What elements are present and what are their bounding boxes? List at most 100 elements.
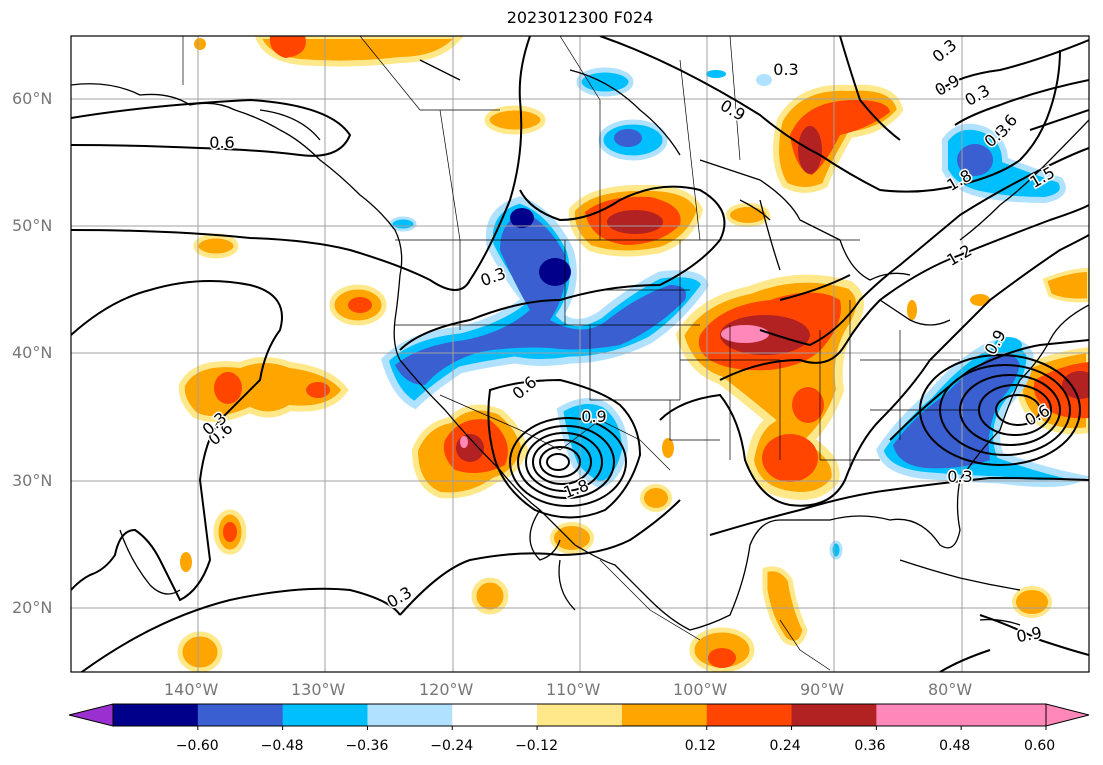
contour-line xyxy=(995,394,1041,426)
colorbar-bin xyxy=(537,704,623,726)
colorbar-bin xyxy=(282,704,368,726)
anomaly-patch xyxy=(708,648,736,668)
contour-line xyxy=(71,36,531,291)
anomaly-patch xyxy=(460,436,468,448)
positive-anomaly-areas xyxy=(177,36,1089,672)
colorbar-tick-label: 0.48 xyxy=(939,738,971,754)
longitude-label: 80°W xyxy=(928,680,973,699)
anomaly-patch xyxy=(177,631,223,672)
latitude-label: 20°N xyxy=(12,598,53,617)
colorbar-bin xyxy=(961,704,1047,726)
contour-line xyxy=(939,39,1089,91)
anomaly-patch xyxy=(539,258,571,286)
contour-line xyxy=(487,378,642,519)
page-title: 2023012300 F024 xyxy=(506,8,654,27)
contour-line xyxy=(399,185,726,351)
anomaly-patch xyxy=(907,300,917,320)
contour-line xyxy=(525,432,603,492)
anomaly-patch xyxy=(662,438,674,458)
political-borders xyxy=(182,36,980,671)
contour-line xyxy=(539,446,581,478)
contour-label: 0.6 xyxy=(209,133,234,152)
contour-line xyxy=(978,384,1052,436)
contour-line xyxy=(719,204,1089,381)
anomaly-patch xyxy=(1042,267,1089,303)
colorbar-tick-label: 0.36 xyxy=(854,738,886,754)
longitude-label: 100°W xyxy=(673,680,728,699)
longitude-label: 140°W xyxy=(164,680,219,699)
anomaly-patch xyxy=(706,70,726,78)
longitude-label: 130°W xyxy=(291,680,346,699)
colorbar-tick-label: −0.12 xyxy=(515,738,558,754)
contour-line xyxy=(517,425,615,499)
contour-label: 0.9 xyxy=(581,407,606,426)
contour-line xyxy=(954,79,1089,126)
anomaly-patch xyxy=(194,38,206,50)
contour-line xyxy=(659,234,1089,507)
anomaly-patch xyxy=(640,484,672,512)
contour-line xyxy=(80,587,401,672)
anomaly-patch xyxy=(510,208,534,228)
anomaly-patch xyxy=(254,36,464,67)
contour-line xyxy=(1029,109,1089,131)
colorbar-tick-label: −0.60 xyxy=(175,738,219,754)
colorbar xyxy=(68,703,1090,730)
latitude-label: 50°N xyxy=(12,216,53,235)
latitude-label: 30°N xyxy=(12,471,53,490)
anomaly-patch xyxy=(1062,371,1089,399)
contour-line xyxy=(839,36,901,141)
anomaly-patch xyxy=(348,297,372,313)
colorbar-bin xyxy=(621,704,708,726)
contour-label: 0.3 xyxy=(947,467,972,486)
latitude-label: 60°N xyxy=(12,89,53,108)
anomaly-patch xyxy=(576,67,634,97)
anomaly-patch xyxy=(756,74,772,86)
anomaly-patch xyxy=(193,233,239,259)
anomaly-patch xyxy=(395,212,686,385)
anomaly-patch xyxy=(829,540,843,560)
colorbar-tick-label: 0.12 xyxy=(684,738,716,754)
colorbar-frame xyxy=(112,703,1047,727)
anomaly-patch xyxy=(893,353,1020,469)
colorbar-bin xyxy=(367,704,453,726)
anomaly-patch xyxy=(214,372,242,404)
anomaly-patch xyxy=(607,210,663,234)
anomaly-patch xyxy=(389,216,417,232)
anomaly-patch xyxy=(550,522,594,554)
anomaly-patch xyxy=(614,129,642,147)
colorbar-bin xyxy=(791,704,877,726)
anomaly-patch xyxy=(180,552,192,572)
anomaly-patch xyxy=(721,325,769,343)
contour-line xyxy=(939,364,1071,456)
colorbar-bin xyxy=(197,704,284,726)
colorbar-tick-label: −0.48 xyxy=(260,738,304,754)
graticule xyxy=(71,36,1089,672)
anomaly-patch xyxy=(970,294,990,306)
colorbar-bin xyxy=(113,704,199,726)
contour-line xyxy=(709,476,1089,536)
anomaly-patch xyxy=(762,566,808,646)
contour-line xyxy=(399,499,681,616)
contour-label: 0.3 xyxy=(773,60,798,79)
contour-line xyxy=(759,147,1089,347)
longitude-label: 90°W xyxy=(800,680,845,699)
anomaly-patch xyxy=(957,144,993,176)
contour-line xyxy=(939,649,991,672)
colorbar-tick-label: −0.36 xyxy=(345,738,389,754)
contour-line xyxy=(546,453,570,471)
colorbar-max-arrow xyxy=(1045,703,1090,727)
contour-label: 0.9 xyxy=(1015,623,1043,646)
anomaly-patch xyxy=(306,382,330,398)
contour-line xyxy=(71,280,283,602)
anomaly-patch xyxy=(223,522,237,542)
colorbar-min-arrow xyxy=(68,703,114,727)
anomaly-patch xyxy=(484,105,546,135)
contour-line xyxy=(919,354,1081,466)
map-frame xyxy=(70,35,1090,673)
contour-line xyxy=(599,36,1061,193)
anomaly-patch xyxy=(269,36,306,58)
contour-line xyxy=(959,374,1061,446)
longitude-label: 110°W xyxy=(546,680,601,699)
anomaly-patch xyxy=(792,387,824,423)
